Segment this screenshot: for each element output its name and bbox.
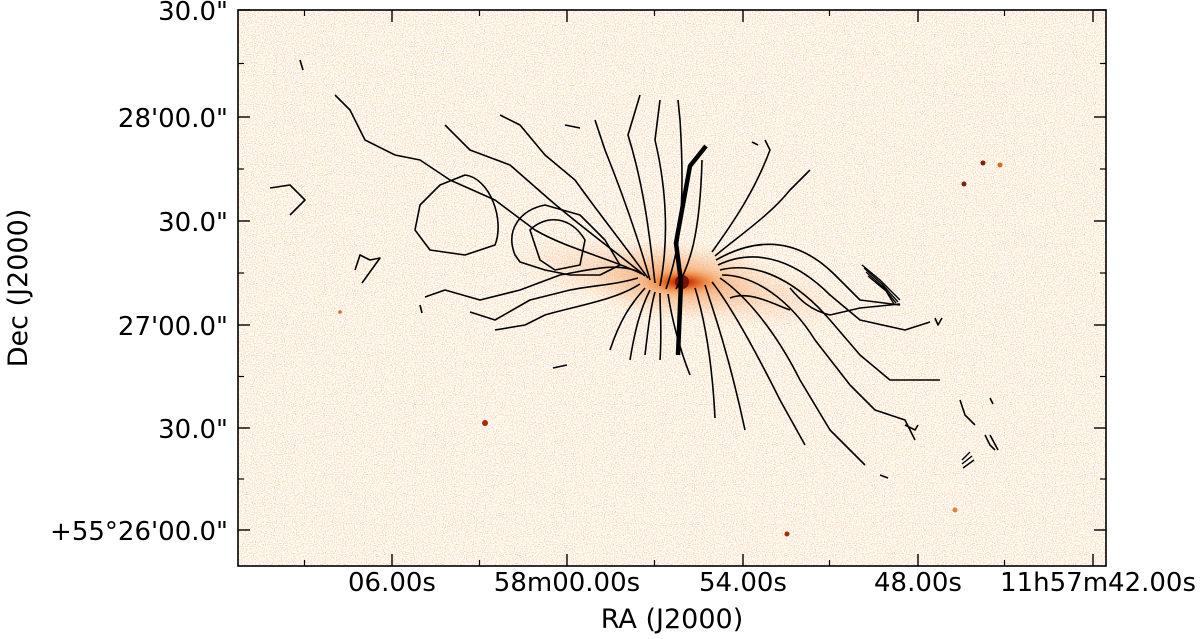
y-tick-label: +55°26'00.0" — [50, 517, 228, 547]
x-tick-label: 58m00.00s — [494, 568, 640, 598]
contour-line — [469, 277, 639, 321]
x-tick-label: 54.00s — [699, 568, 787, 598]
contour-line — [499, 114, 649, 279]
star-source — [980, 160, 986, 166]
star-source — [482, 420, 488, 426]
contour-line — [654, 99, 667, 287]
contour-line — [354, 254, 381, 284]
y-tick-label: 30.0" — [158, 208, 228, 238]
major-axis-line — [673, 144, 708, 356]
contour-line — [511, 204, 621, 276]
y-axis-ticks: 30.0" 28'00.0" 30.0" 27'00.0" 30.0" +55°26'00… — [50, 0, 1106, 547]
contour-line — [414, 174, 499, 256]
contour-line — [529, 218, 586, 271]
star-source — [784, 531, 790, 537]
x-tick-label: 48.00s — [874, 568, 962, 598]
contour-line — [719, 277, 866, 466]
contour-line — [424, 266, 641, 301]
contour-line — [594, 119, 651, 281]
contour-line — [989, 434, 999, 451]
contour-line — [959, 399, 976, 426]
y-tick-label: 30.0" — [158, 415, 228, 445]
contour-line — [721, 274, 916, 441]
contour-line — [694, 287, 716, 419]
contour-line — [299, 59, 304, 71]
contour-line — [711, 139, 771, 253]
contour-line — [719, 267, 940, 381]
contour-line — [984, 434, 996, 451]
star-source — [961, 181, 967, 187]
star-source — [997, 162, 1003, 168]
contour-line — [729, 294, 791, 311]
contour-line — [644, 291, 656, 356]
y-tick-label: 30.0" — [158, 0, 228, 27]
contour-line — [989, 397, 994, 405]
contour-line — [714, 169, 811, 257]
x-axis-ticks: 06.00s 58m00.00s 54.00s 48.00s 11h57m42.00s — [303, 10, 1196, 598]
x-tick-label: 11h57m42.00s — [1000, 568, 1196, 598]
contour-line — [419, 304, 423, 314]
contour-line — [711, 281, 806, 446]
contour-line — [904, 424, 919, 431]
contour-line — [659, 292, 662, 361]
star-source — [338, 310, 342, 314]
plot-frame — [237, 9, 1107, 567]
contour-line — [715, 243, 901, 306]
sky-image — [238, 10, 1106, 566]
contour-line — [934, 317, 943, 326]
x-axis-title: RA (J2000) — [601, 604, 743, 635]
contour-line — [717, 256, 931, 331]
contour-line — [494, 283, 641, 331]
star-source — [952, 507, 958, 513]
contour-line — [609, 287, 646, 351]
contour-line — [879, 474, 889, 479]
contour-line — [552, 364, 568, 369]
contour-line — [444, 124, 646, 277]
contour-line — [751, 141, 759, 146]
contour-line — [789, 287, 901, 316]
contour-line — [704, 284, 746, 431]
y-tick-label: 28'00.0" — [118, 104, 228, 134]
x-tick-label: 06.00s — [348, 568, 436, 598]
contour-line — [269, 184, 306, 216]
contour-line — [629, 289, 651, 361]
contour-line — [564, 124, 581, 129]
y-axis-title: Dec (J2000) — [3, 209, 34, 368]
y-tick-label: 27'00.0" — [118, 312, 228, 342]
contour-line — [627, 94, 656, 284]
